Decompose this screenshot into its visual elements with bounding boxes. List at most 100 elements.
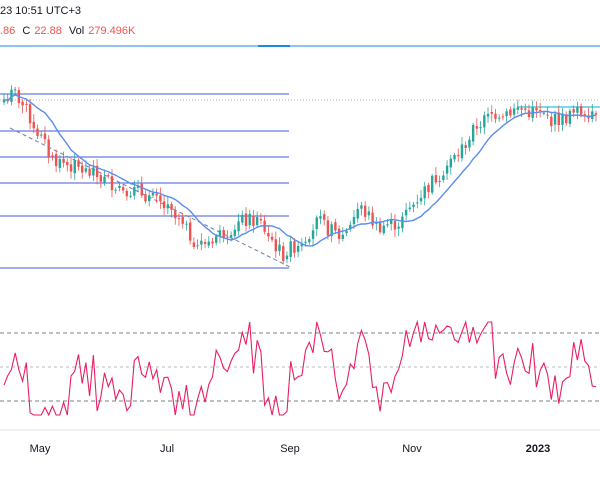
candle-body xyxy=(494,113,497,119)
candle xyxy=(464,141,467,155)
candle xyxy=(326,216,330,240)
candle-body xyxy=(174,210,177,219)
candle xyxy=(51,152,54,161)
candle xyxy=(393,214,397,238)
candle-body xyxy=(471,124,475,142)
fib-levels xyxy=(0,93,289,269)
candle xyxy=(490,105,493,122)
candle-body xyxy=(352,217,356,225)
candle-body xyxy=(412,204,415,208)
candle xyxy=(375,217,378,231)
candles xyxy=(2,85,598,265)
candle-body xyxy=(270,236,274,240)
candle-body xyxy=(579,106,583,115)
candle-body xyxy=(419,197,423,202)
candle-body xyxy=(188,222,192,241)
candle-body xyxy=(438,180,441,182)
candle-body xyxy=(248,213,251,226)
candle-body xyxy=(215,236,218,243)
candle xyxy=(323,210,326,226)
candle-body xyxy=(21,101,24,106)
ohlc-close-label: C xyxy=(22,25,31,37)
candle xyxy=(550,112,553,133)
candle-body xyxy=(259,218,263,221)
candle xyxy=(66,158,69,172)
candle-body xyxy=(293,241,296,253)
candle-body xyxy=(66,161,69,166)
candle xyxy=(233,224,237,240)
candle xyxy=(259,213,263,225)
candle-body xyxy=(565,114,568,124)
candle-body xyxy=(25,103,28,105)
candle xyxy=(237,213,240,236)
x-tick-label: 2023 xyxy=(526,443,550,455)
candle xyxy=(47,135,50,164)
candle-body xyxy=(468,139,471,148)
candle xyxy=(397,222,400,237)
candle-body xyxy=(54,153,58,167)
candle xyxy=(207,236,210,249)
candle-body xyxy=(356,208,359,219)
candle-body xyxy=(378,221,382,233)
candle xyxy=(88,163,91,179)
candle-body xyxy=(110,176,114,191)
candle-body xyxy=(255,217,259,226)
candle xyxy=(188,217,192,245)
candle-body xyxy=(244,213,248,227)
candle-body xyxy=(460,144,464,159)
candle xyxy=(226,230,229,245)
candle-body xyxy=(464,145,467,148)
candle xyxy=(95,159,99,185)
candle-body xyxy=(434,175,438,183)
candle-body xyxy=(308,239,311,243)
candle-body xyxy=(535,107,538,111)
candle-body xyxy=(226,236,229,238)
candle-body xyxy=(200,240,203,245)
candle xyxy=(17,87,21,109)
candle-body xyxy=(416,202,419,204)
trendline xyxy=(9,127,293,269)
candle xyxy=(591,104,594,123)
candle-body xyxy=(196,245,199,247)
candle xyxy=(43,126,47,144)
candle xyxy=(505,108,508,123)
candle xyxy=(565,111,568,126)
candle xyxy=(311,224,315,247)
candle xyxy=(274,231,277,258)
candle xyxy=(203,238,207,249)
candle-body xyxy=(99,175,103,182)
ohlc-close: 22.88 xyxy=(34,25,62,37)
candle-body xyxy=(282,246,285,261)
candle xyxy=(330,221,333,243)
candle xyxy=(255,211,259,228)
candle xyxy=(125,188,129,201)
x-tick-label: Jul xyxy=(160,443,174,455)
time-axis: May Jul Sep Nov 2023 xyxy=(30,443,551,455)
candle xyxy=(587,107,590,123)
candle xyxy=(270,232,274,243)
candle xyxy=(121,184,125,194)
candle-body xyxy=(390,219,393,225)
candle-body xyxy=(300,243,304,247)
candle-body xyxy=(479,127,482,129)
candle-body xyxy=(133,186,136,196)
ohlc-low: .86 xyxy=(0,25,16,37)
candle-body xyxy=(323,214,326,220)
candle xyxy=(144,190,147,204)
candle xyxy=(107,173,110,179)
candle-body xyxy=(397,226,400,229)
candle-body xyxy=(58,158,62,168)
candle xyxy=(296,240,300,258)
candle-body xyxy=(77,160,80,167)
candle-body xyxy=(107,175,110,177)
candle xyxy=(196,239,199,250)
candle-body xyxy=(382,225,385,234)
candle-body xyxy=(36,128,39,137)
candle-body xyxy=(185,223,188,225)
header-time: 23 10:51 UTC+3 xyxy=(0,5,82,17)
candle xyxy=(390,212,393,231)
candle xyxy=(349,220,352,233)
candle-body xyxy=(449,158,452,168)
candle xyxy=(356,202,359,223)
